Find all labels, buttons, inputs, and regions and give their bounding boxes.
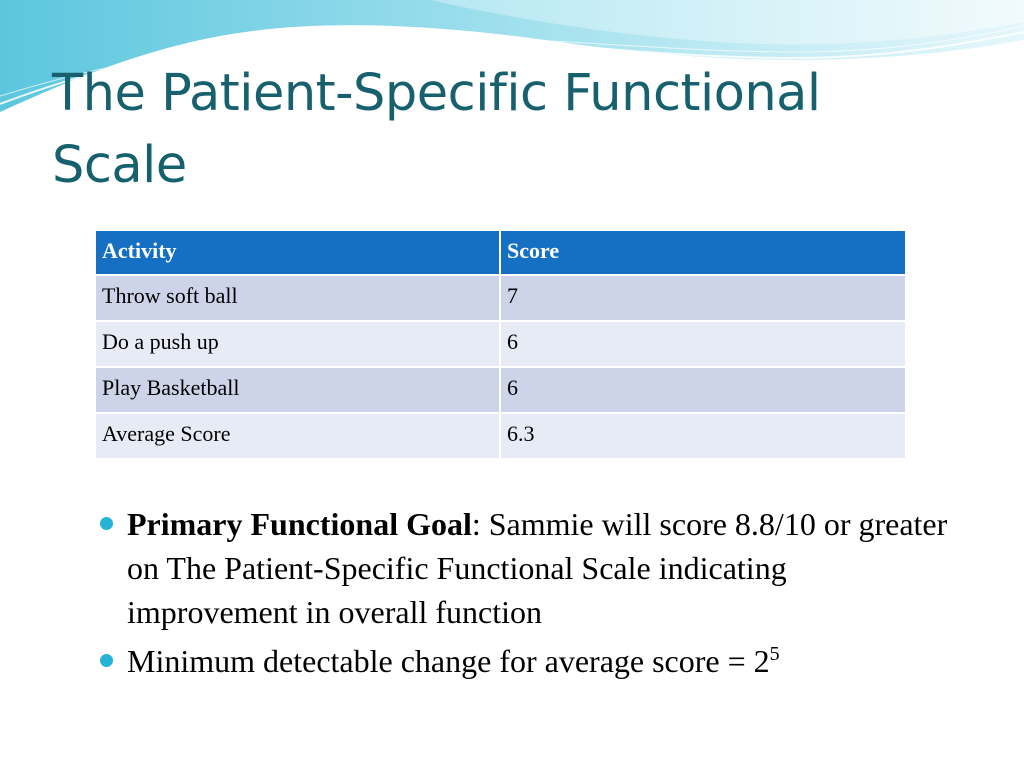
decorative-wave-header [0,0,1024,112]
score-cell: 6 [499,366,907,414]
activity-cell: Play Basketball [94,366,501,414]
activity-cell: Do a push up [94,320,501,368]
bullet-primary-goal: Primary Functional Goal: Sammie will sco… [100,502,950,634]
bullet-mdc: Minimum detectable change for average sc… [100,639,950,683]
activity-cell: Throw soft ball [94,274,501,322]
mdc-text: Minimum detectable change for average sc… [127,643,770,679]
psfs-table: Activity Score Throw soft ball 7 Do a pu… [94,229,907,460]
bullet-dot-icon [100,654,113,667]
score-cell: 6.3 [499,412,907,460]
score-cell: 7 [499,274,907,322]
bullet-dot-icon [100,517,113,530]
goal-label: Primary Functional Goal [127,506,472,542]
header-score: Score [499,229,907,276]
reference-superscript: 5 [769,643,780,665]
table-header-row: Activity Score [94,229,907,276]
activity-cell: Average Score [94,412,501,460]
goal-text: : Sammie will score 8.8/10 or greater on… [127,506,948,630]
header-activity: Activity [94,229,501,276]
table-row: Throw soft ball 7 [94,274,907,322]
table-row: Average Score 6.3 [94,412,907,460]
table-row: Play Basketball 6 [94,366,907,414]
score-cell: 6 [499,320,907,368]
bullet-list: Primary Functional Goal: Sammie will sco… [100,502,950,688]
table-row: Do a push up 6 [94,320,907,368]
slide-title: The Patient-Specific Functional Scale [52,64,821,195]
